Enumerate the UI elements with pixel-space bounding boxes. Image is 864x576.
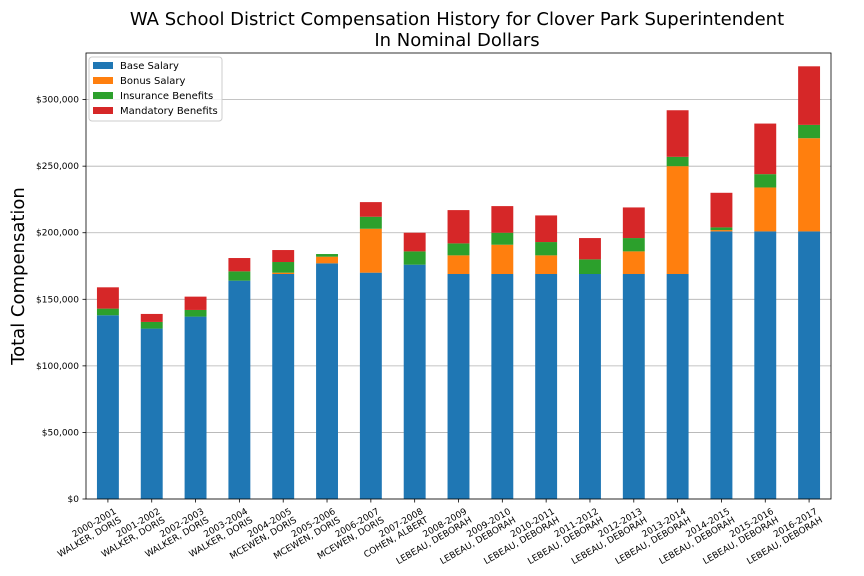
bar-segment xyxy=(403,251,426,265)
legend-swatch xyxy=(93,62,113,69)
bar-segment xyxy=(666,110,689,157)
bar-segment xyxy=(710,230,733,232)
legend-label: Insurance Benefits xyxy=(120,91,213,102)
legend-swatch xyxy=(93,107,113,114)
bar-segment xyxy=(798,138,821,232)
bar-segment xyxy=(491,206,514,233)
bar-segment xyxy=(710,231,733,499)
bar-segment xyxy=(798,66,821,125)
bar-segment xyxy=(666,274,689,499)
bar-segment xyxy=(140,321,163,329)
bar-segment xyxy=(666,166,689,275)
legend-swatch xyxy=(93,77,113,84)
y-tick-label: $0 xyxy=(68,495,80,505)
chart-subtitle: In Nominal Dollars xyxy=(374,30,539,51)
bars xyxy=(96,66,821,499)
bar-segment xyxy=(710,192,733,228)
bar-segment xyxy=(754,174,777,188)
bar-segment xyxy=(798,124,821,139)
bar-segment xyxy=(710,227,733,231)
y-tick-label: $50,000 xyxy=(42,428,79,438)
y-tick-label: $150,000 xyxy=(36,295,79,305)
bar-segment xyxy=(272,262,295,273)
y-ticks: $0 $50,000 $100,000 $150,000 $200,000 $250,00… xyxy=(36,96,86,505)
bar-segment xyxy=(359,228,382,273)
bar-segment xyxy=(96,308,119,316)
bar-segment xyxy=(184,296,207,310)
bar-segment xyxy=(359,216,382,229)
chart-title: WA School District Compensation History … xyxy=(130,9,784,30)
bar-segment xyxy=(140,328,163,499)
bar-segment xyxy=(447,210,470,244)
bar-segment xyxy=(535,215,558,243)
bar-segment xyxy=(579,274,601,499)
legend: Base Salary Bonus Salary Insurance Benefit… xyxy=(88,56,223,122)
bar-segment xyxy=(403,264,426,499)
bar-segment xyxy=(272,274,295,499)
bar-segment xyxy=(754,123,777,175)
bar-segment xyxy=(316,263,338,499)
bar-segment xyxy=(316,254,338,257)
bar-segment xyxy=(579,259,601,275)
bar-segment xyxy=(359,202,382,217)
bar-segment xyxy=(622,207,645,239)
bar-segment xyxy=(622,238,645,252)
bar-segment xyxy=(535,274,558,499)
bar-segment xyxy=(228,258,251,272)
bar-segment xyxy=(535,255,558,275)
bar-segment xyxy=(447,243,470,256)
bar-segment xyxy=(184,316,207,499)
bar-segment xyxy=(666,156,689,167)
bar-segment xyxy=(754,231,777,499)
bar-segment xyxy=(798,231,821,499)
y-tick-label: $200,000 xyxy=(36,229,79,239)
y-tick-label: $250,000 xyxy=(36,162,79,172)
bar-segment xyxy=(622,251,645,275)
bar-segment xyxy=(272,250,295,263)
legend-label: Mandatory Benefits xyxy=(120,106,218,117)
bar-segment xyxy=(447,255,470,275)
bar-segment xyxy=(228,280,251,499)
legend-label: Base Salary xyxy=(120,61,179,72)
bar-segment xyxy=(140,313,163,322)
bar-segment xyxy=(622,274,645,499)
bar-segment xyxy=(184,309,207,317)
y-axis-label: Total Compensation xyxy=(8,187,29,366)
bar-segment xyxy=(535,242,558,256)
bar-segment xyxy=(491,244,514,275)
y-tick-label: $100,000 xyxy=(36,362,79,372)
bar-segment xyxy=(447,274,470,499)
bar-segment xyxy=(96,315,119,499)
bar-segment xyxy=(359,272,382,499)
bar-segment xyxy=(579,238,601,260)
bar-segment xyxy=(96,287,119,309)
legend-box xyxy=(88,56,223,122)
bar-segment xyxy=(491,274,514,499)
legend-label: Bonus Salary xyxy=(120,76,186,87)
bar-segment xyxy=(316,256,338,264)
bar-segment xyxy=(403,232,426,252)
bar-segment xyxy=(228,271,251,281)
bar-segment xyxy=(272,272,295,275)
bar-segment xyxy=(491,232,514,245)
bar-segment xyxy=(754,187,777,232)
y-tick-label: $300,000 xyxy=(36,96,79,106)
legend-swatch xyxy=(93,92,113,99)
